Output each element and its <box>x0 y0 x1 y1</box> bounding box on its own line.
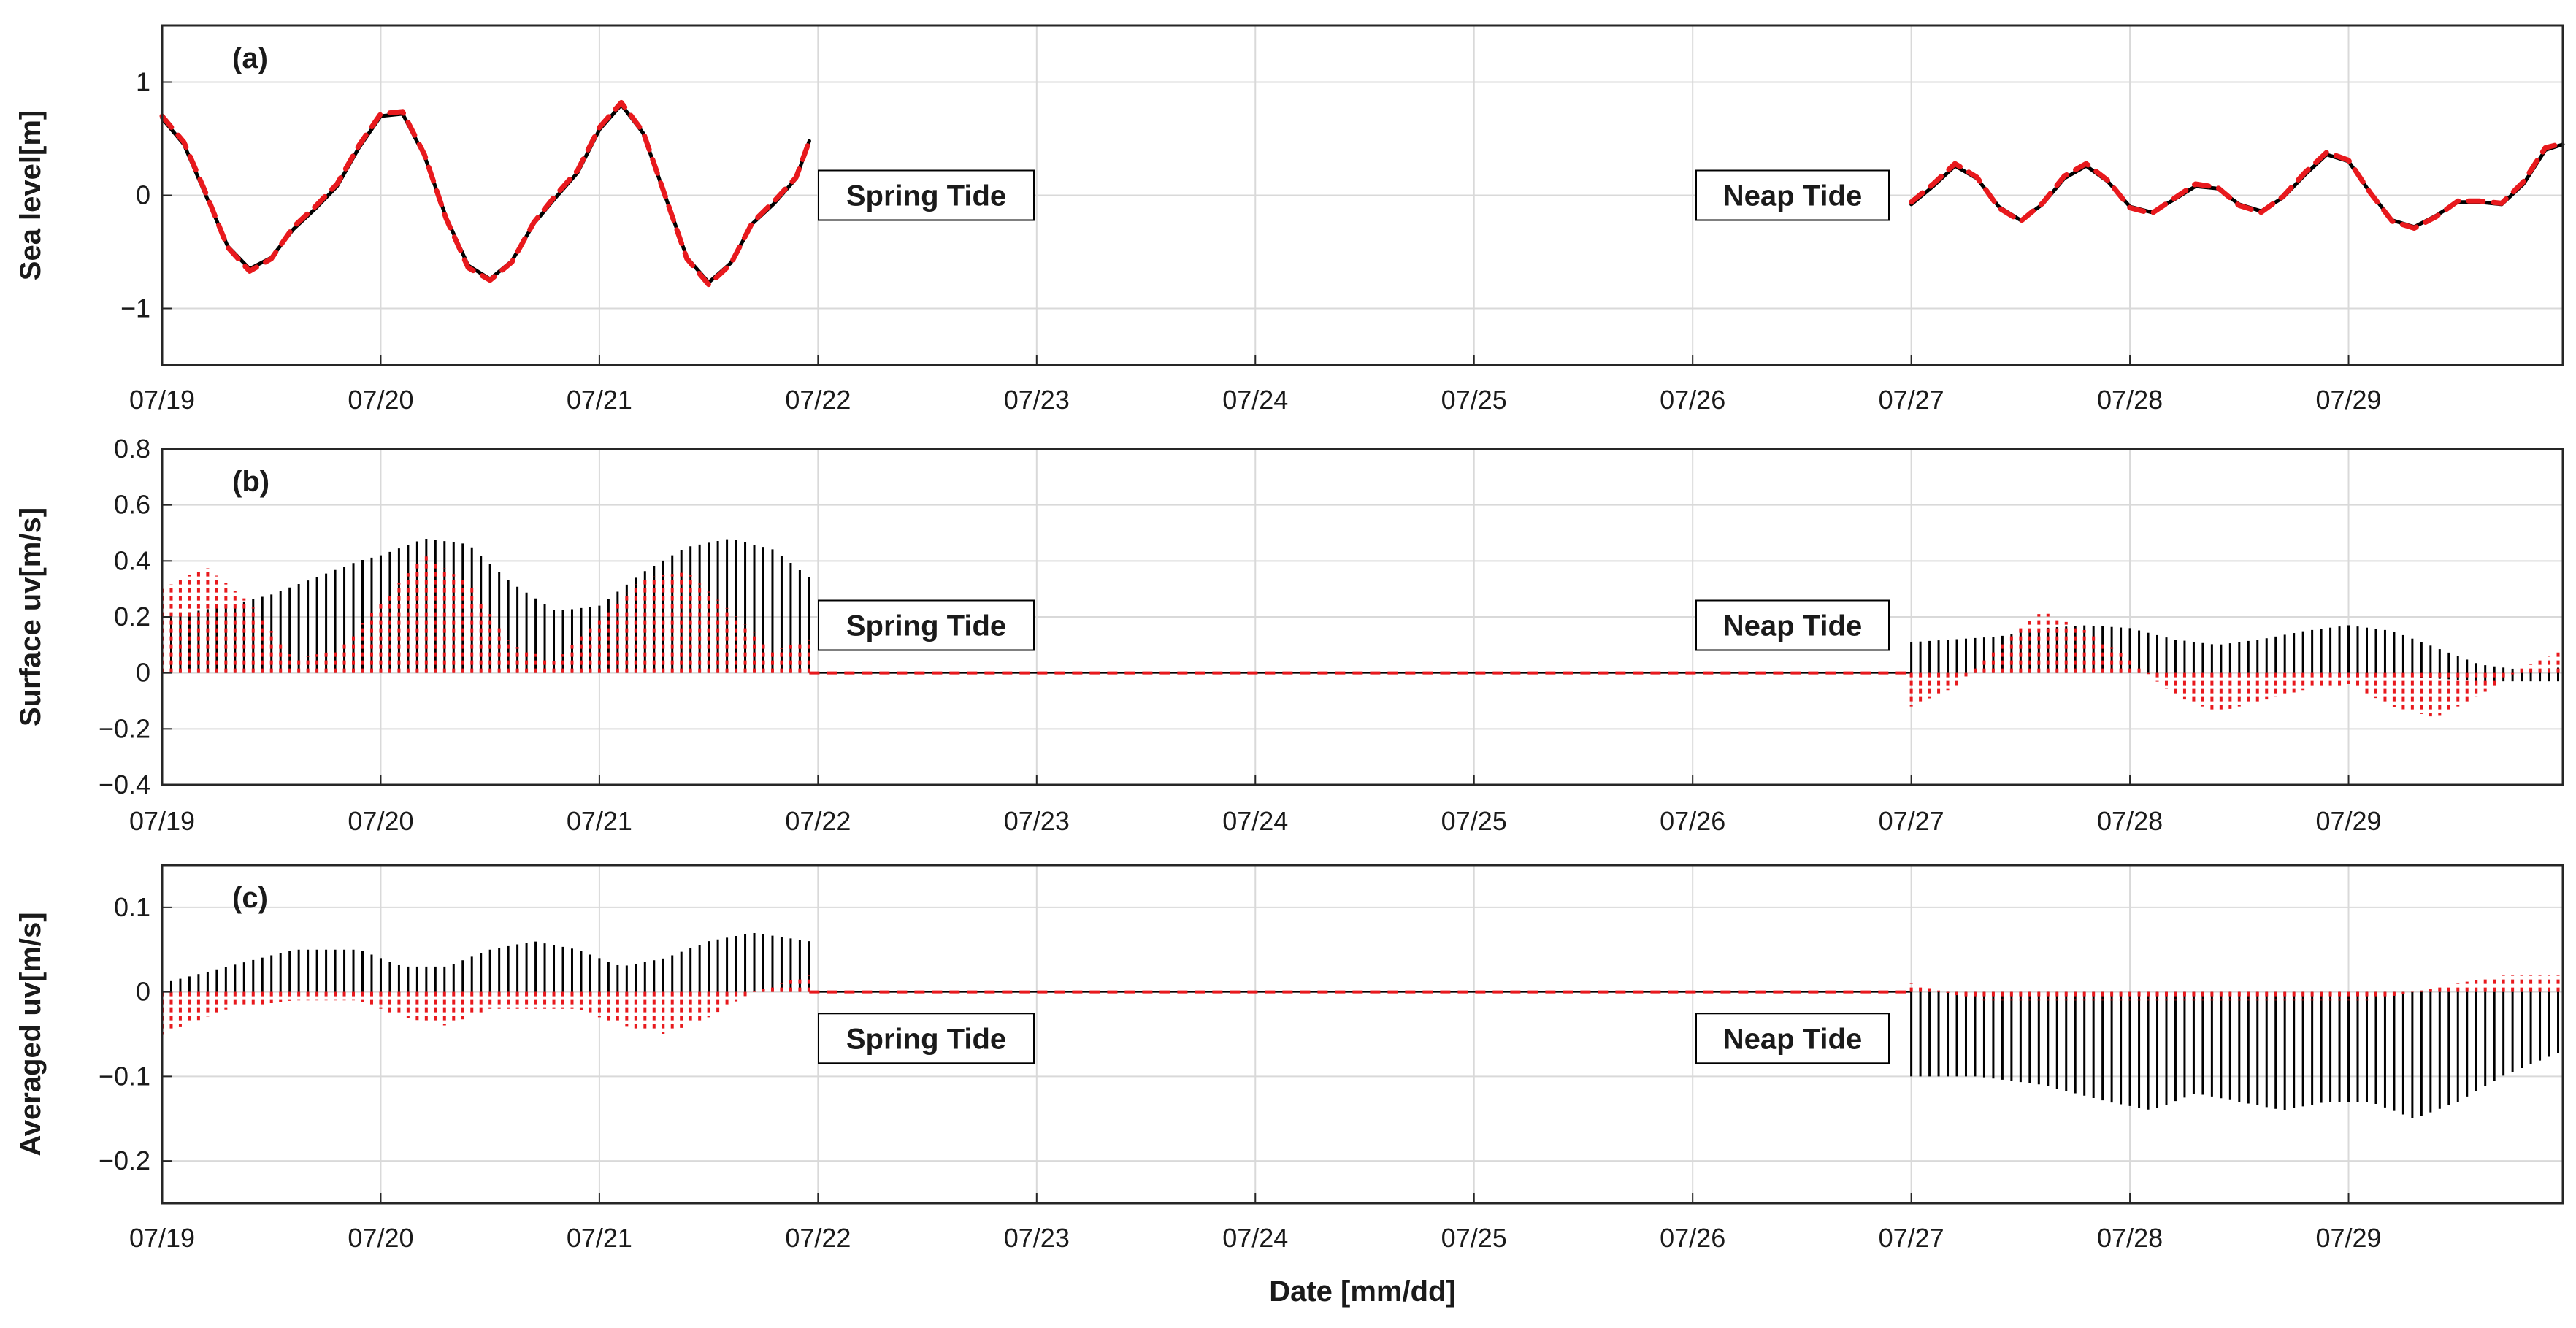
x-tick-label: 07/29 <box>2315 385 2381 415</box>
x-tick-label: 07/19 <box>129 1223 195 1253</box>
x-tick-label: 07/22 <box>785 385 851 415</box>
panel-b-y-ticks: −0.4 −0.2 0 0.2 0.4 0.6 0.8 <box>99 434 172 799</box>
x-tick-label: 07/19 <box>129 806 195 836</box>
panel-c-x-axis-label: Date [mm/dd] <box>1269 1275 1456 1308</box>
panel-c-neap-tide-label: Neap Tide <box>1723 1023 1862 1055</box>
panel-c-neap-tide-box: Neap Tide <box>1695 1013 1890 1064</box>
x-tick-label: 07/22 <box>785 806 851 836</box>
y-tick-label: 0.6 <box>114 490 150 520</box>
x-tick-label: 07/28 <box>2097 385 2163 415</box>
y-tick-label: −1 <box>120 293 150 323</box>
panel-c-data <box>161 932 2560 1118</box>
panel-b-neap-tide-box: Neap Tide <box>1695 599 1890 651</box>
panel-b-y-axis-label: Surface uv[m/s] <box>15 507 47 726</box>
panel-a-y-axis-label: Sea level[m] <box>15 110 47 280</box>
x-tick-label: 07/26 <box>1660 1223 1725 1253</box>
y-tick-label: −0.4 <box>99 769 150 799</box>
y-tick-label: 0.8 <box>114 434 150 464</box>
y-tick-label: −0.2 <box>99 713 150 743</box>
y-tick-label: −0.1 <box>99 1061 150 1091</box>
panel-a-x-ticks: 07/19 07/20 07/21 07/22 07/23 07/24 07/25 07/26… <box>129 355 2382 415</box>
x-tick-label: 07/26 <box>1660 806 1725 836</box>
panel-b-spring-tide-box: Spring Tide <box>818 599 1035 651</box>
panel-a-spring-tide-box: Spring Tide <box>818 169 1035 221</box>
x-tick-label: 07/27 <box>1879 806 1944 836</box>
panel-a-neap-tide-label: Neap Tide <box>1723 180 1862 212</box>
x-tick-label: 07/20 <box>348 1223 413 1253</box>
x-tick-label: 07/26 <box>1660 385 1725 415</box>
x-tick-label: 07/25 <box>1441 1223 1507 1253</box>
panel-c-tag: (c) <box>232 882 268 914</box>
x-tick-label: 07/27 <box>1879 1223 1944 1253</box>
observed-velocity-sticks <box>161 932 2560 1118</box>
panel-c-y-axis-label: Averaged uv[m/s] <box>15 912 47 1156</box>
panel-a-grid <box>161 26 2563 365</box>
panel-b-surface-uv: −0.4−0.200.20.40.60.8 07/19 07/20 07/21 07/… <box>15 434 2564 836</box>
panel-c-x-ticks: 07/19 07/20 07/21 07/22 07/23 07/24 07/25 07/26… <box>129 1193 2382 1253</box>
y-tick-label: 1 <box>136 67 150 97</box>
panel-a-neap-tide-box: Neap Tide <box>1695 169 1890 221</box>
x-tick-label: 07/29 <box>2315 806 2381 836</box>
x-tick-label: 07/23 <box>1004 385 1070 415</box>
model-sea-level-line <box>159 99 812 288</box>
panel-b-neap-tide-label: Neap Tide <box>1723 610 1862 642</box>
model-sea-level-line <box>1909 140 2566 231</box>
panel-c-spring-tide-label: Spring Tide <box>846 1023 1006 1055</box>
panel-b-tag: (b) <box>232 466 269 498</box>
x-tick-label: 07/25 <box>1441 385 1507 415</box>
panel-c-y-ticks: −0.2 −0.1 0 0.1 <box>99 892 172 1175</box>
panel-c-spring-tide-box: Spring Tide <box>818 1013 1035 1064</box>
panel-a-tag: (a) <box>232 42 268 74</box>
x-tick-label: 07/23 <box>1004 806 1070 836</box>
x-tick-label: 07/27 <box>1879 385 1944 415</box>
x-tick-label: 07/29 <box>2315 1223 2381 1253</box>
panel-c-grid <box>161 865 2563 1203</box>
panel-b-spring-tide-label: Spring Tide <box>846 610 1006 642</box>
model-velocity-sticks <box>161 556 2560 717</box>
panel-c-averaged-uv: −0.2−0.100.1 07/19 07/20 07/21 07/22 07/23 07… <box>15 864 2564 1308</box>
y-tick-label: −0.2 <box>99 1145 150 1175</box>
x-tick-label: 07/19 <box>129 385 195 415</box>
panel-b-data <box>161 538 2560 717</box>
x-tick-label: 07/22 <box>785 1223 851 1253</box>
x-tick-label: 07/28 <box>2097 1223 2163 1253</box>
x-tick-label: 07/25 <box>1441 806 1507 836</box>
model-velocity-sticks <box>161 975 2560 1035</box>
x-tick-label: 07/21 <box>567 1223 632 1253</box>
y-tick-label: 0.1 <box>114 892 150 922</box>
panel-c-frame <box>161 864 2564 1205</box>
panel-a-spring-tide-label: Spring Tide <box>846 180 1006 212</box>
x-tick-label: 07/24 <box>1222 806 1288 836</box>
x-tick-label: 07/20 <box>348 806 413 836</box>
panel-a-sea-level: −1 0 1 07/19 07/20 07/21 07/22 07/23 07/24 07/25… <box>15 24 2566 415</box>
y-tick-label: 0 <box>136 977 150 1007</box>
y-tick-label: 0 <box>136 180 150 210</box>
panel-b-x-ticks: 07/19 07/20 07/21 07/22 07/23 07/24 07/25 07/26… <box>129 775 2382 836</box>
y-tick-label: 0 <box>136 658 150 688</box>
x-tick-label: 07/20 <box>348 385 413 415</box>
x-tick-label: 07/21 <box>567 385 632 415</box>
x-tick-label: 07/24 <box>1222 1223 1288 1253</box>
x-tick-label: 07/21 <box>567 806 632 836</box>
x-tick-label: 07/24 <box>1222 385 1288 415</box>
panel-a-data <box>159 99 2566 288</box>
x-tick-label: 07/23 <box>1004 1223 1070 1253</box>
panel-a-y-ticks: −1 0 1 <box>120 67 172 323</box>
y-tick-label: 0.2 <box>114 602 150 632</box>
x-tick-label: 07/28 <box>2097 806 2163 836</box>
y-tick-label: 0.4 <box>114 545 150 575</box>
